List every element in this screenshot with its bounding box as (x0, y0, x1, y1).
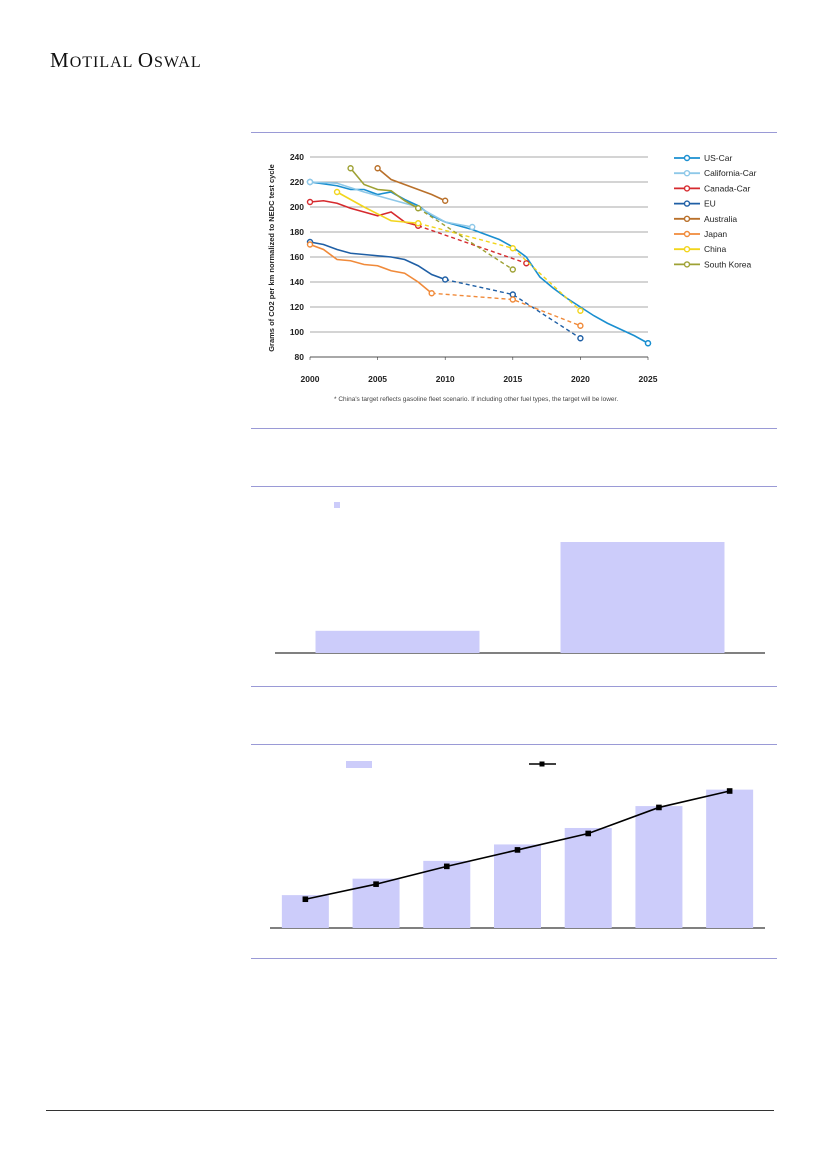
series-mid-marker-china-0 (509, 245, 516, 252)
legend-label-south-korea: South Korea (704, 259, 752, 269)
series-line-us-car (309, 181, 649, 344)
chart3-bar-5 (635, 806, 683, 928)
series-target-marker-eu (577, 335, 584, 342)
y-tick-label-180: 180 (290, 227, 304, 237)
legend-label-canada-car: Canada-Car (704, 183, 750, 193)
y-axis-title: Grams of CO2 per km normalized to NEDC t… (267, 164, 276, 352)
series-line-japan (309, 243, 433, 294)
logo-text-otilal: OTILAL (69, 54, 138, 71)
legend-marker-eu (683, 200, 691, 207)
series-start-marker-japan (306, 241, 314, 248)
x-tick-label-2000: 2000 (301, 374, 320, 384)
y-tick-label-240: 240 (290, 152, 304, 162)
chart2-bar-1 (560, 542, 725, 653)
legend-label-us-car: US-Car (704, 153, 733, 163)
series-line-south-korea (349, 167, 419, 209)
series-joint-marker-china (414, 220, 422, 227)
series-line-australia (377, 167, 446, 202)
series-line-eu (309, 241, 446, 281)
series-projection-eu (445, 278, 581, 339)
legend-marker-japan (683, 230, 691, 238)
y-tick-label-80: 80 (295, 352, 305, 362)
series-target-marker-japan (577, 322, 584, 329)
series-start-marker-canada-car (306, 198, 314, 206)
chart3-line-point-2 (443, 863, 450, 870)
series-target-marker-south-korea (509, 266, 516, 273)
chart1-bottom-rule (251, 428, 777, 429)
legend-marker-south-korea (683, 261, 691, 268)
chart3-legend-line-marker (539, 761, 545, 767)
x-tick-label-2015: 2015 (503, 374, 522, 384)
series-target-marker-china (577, 307, 584, 314)
series-start-marker-south-korea (347, 165, 354, 172)
chart3-bar-2 (423, 860, 471, 928)
series-mid-marker-japan-0 (509, 296, 516, 303)
series-start-marker-china (333, 188, 341, 196)
series-line-california-car (309, 181, 473, 228)
y-tick-label-140: 140 (290, 277, 304, 287)
logo-letter-o: O (137, 48, 155, 72)
series-start-marker-australia (374, 165, 381, 172)
y-tick-label-120: 120 (290, 302, 304, 312)
x-tick-label-2005: 2005 (368, 374, 387, 384)
legend-label-china: China (704, 244, 726, 254)
series-joint-marker-eu (442, 276, 449, 283)
legend-label-california-car: California-Car (704, 168, 757, 178)
footer-rule (46, 1110, 774, 1111)
y-tick-label-220: 220 (290, 177, 304, 187)
company-logo: MOTILAL OSWAL (50, 48, 202, 73)
legend-marker-canada-car (683, 185, 691, 192)
series-mid-marker-eu-0 (509, 291, 516, 298)
chart3-top-rule (251, 744, 777, 745)
chart2-bottom-rule (251, 686, 777, 687)
y-tick-label-160: 160 (290, 252, 304, 262)
chart3-line-point-1 (373, 881, 379, 887)
chart2-top-rule (251, 486, 777, 487)
series-line-china (336, 191, 419, 225)
chart3-line-point-0 (302, 896, 309, 903)
y-tick-label-100: 100 (290, 327, 304, 337)
chart3-line-point-6 (726, 788, 733, 794)
series-end-marker-australia (442, 197, 449, 204)
legend-marker-australia (683, 215, 691, 223)
legend-label-australia: Australia (704, 214, 737, 224)
chart3-line-point-3 (514, 847, 521, 853)
legend-marker-china (683, 245, 691, 253)
series-joint-marker-japan (428, 290, 435, 297)
series-end-marker-us-car (644, 340, 652, 347)
chart3-bar-3 (494, 844, 541, 928)
series-projection-japan (431, 292, 581, 327)
legend-marker-us-car (683, 154, 691, 162)
chart1-top-rule (251, 132, 777, 133)
series-line-canada-car (309, 199, 419, 227)
series-end-marker-california-car (469, 223, 476, 231)
series-joint-marker-south-korea (414, 205, 422, 212)
series-projection-south-korea (417, 207, 514, 271)
chart3-bar-4 (564, 827, 612, 928)
series-projection-china (417, 222, 581, 312)
legend-marker-california-car (683, 169, 691, 177)
chart3-line-point-4 (585, 830, 592, 837)
chart2-bar-0 (315, 630, 480, 653)
x-tick-label-2010: 2010 (436, 374, 455, 384)
chart3-line-point-5 (656, 804, 662, 811)
logo-text-swal: SWAL (154, 54, 202, 71)
y-tick-label-200: 200 (290, 202, 304, 212)
legend-label-japan: Japan (704, 229, 727, 239)
x-tick-label-2025: 2025 (639, 374, 658, 384)
series-projection-canada-car (417, 225, 527, 264)
x-tick-label-2020: 2020 (571, 374, 590, 384)
chart3-bottom-rule (251, 958, 777, 959)
legend-label-eu: EU (704, 199, 716, 209)
chart3-legend-bar-swatch (346, 761, 372, 768)
series-start-marker-california-car (306, 178, 314, 186)
logo-letter-m: M (50, 48, 70, 72)
chart1-footnote: * China's target reflects gasoline fleet… (334, 396, 618, 403)
chart3-bar-6 (706, 789, 754, 928)
chart2-legend-swatch (334, 502, 340, 508)
